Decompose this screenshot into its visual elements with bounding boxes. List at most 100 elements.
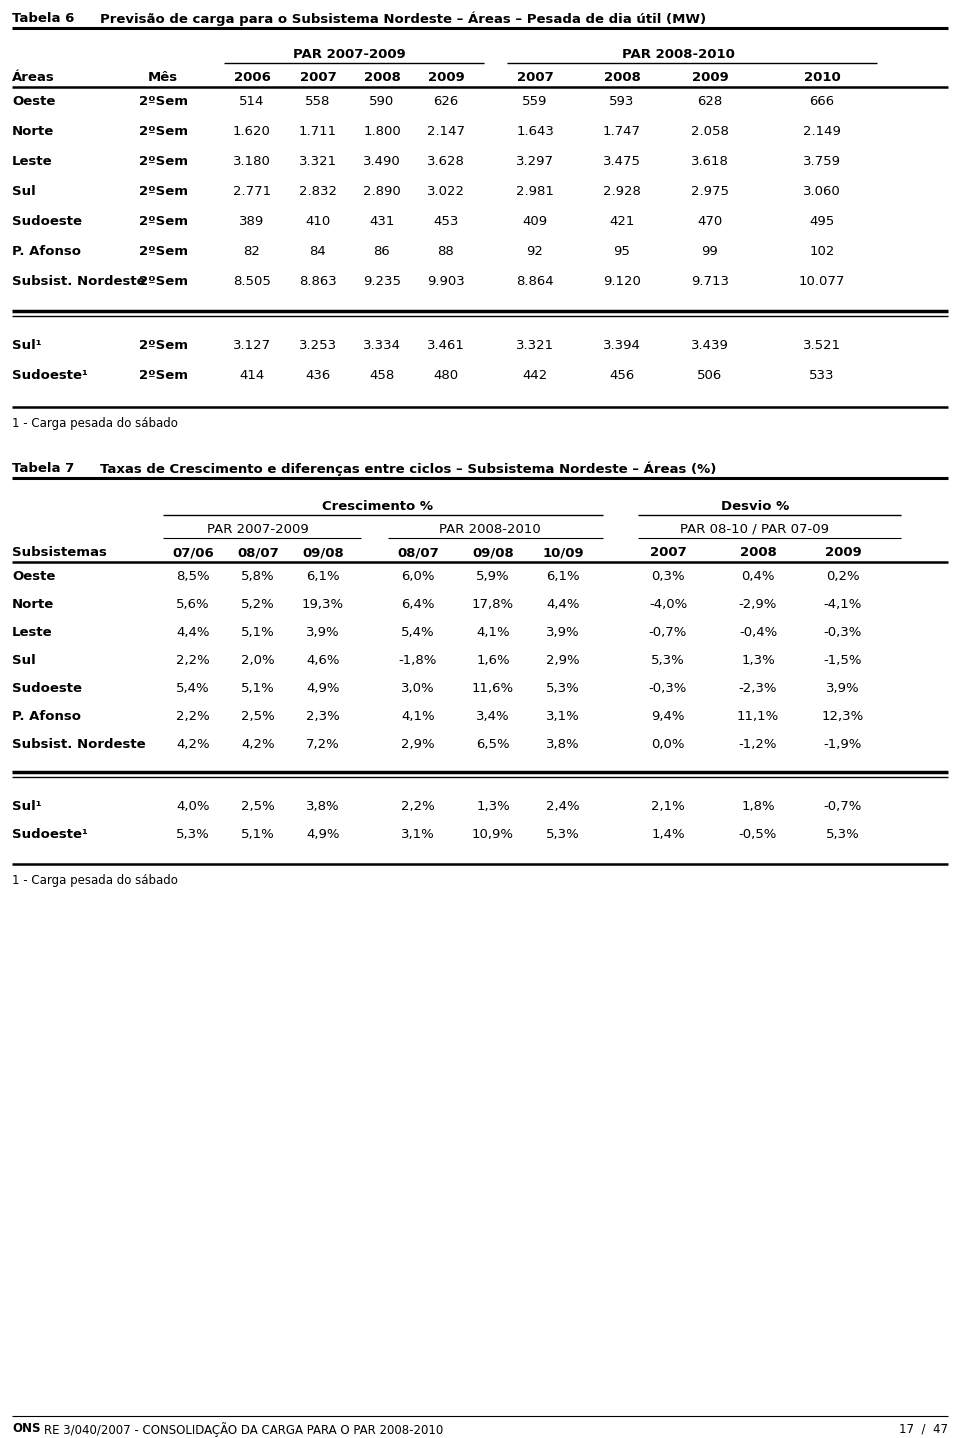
Text: 8.863: 8.863 (300, 275, 337, 288)
Text: 9,4%: 9,4% (651, 710, 684, 723)
Text: 4,4%: 4,4% (177, 626, 209, 638)
Text: 514: 514 (239, 95, 265, 108)
Text: -2,3%: -2,3% (739, 682, 778, 695)
Text: 628: 628 (697, 95, 723, 108)
Text: 4,1%: 4,1% (401, 710, 435, 723)
Text: 3.127: 3.127 (233, 339, 271, 352)
Text: 2,9%: 2,9% (401, 738, 435, 751)
Text: ONS: ONS (12, 1422, 40, 1435)
Text: 3.060: 3.060 (804, 186, 841, 198)
Text: 533: 533 (809, 370, 835, 383)
Text: 86: 86 (373, 244, 391, 257)
Text: 9.713: 9.713 (691, 275, 729, 288)
Text: -1,8%: -1,8% (398, 654, 437, 667)
Text: 9.903: 9.903 (427, 275, 465, 288)
Text: Sudoeste¹: Sudoeste¹ (12, 828, 88, 841)
Text: Previsão de carga para o Subsistema Nordeste – Áreas – Pesada de dia útil (MW): Previsão de carga para o Subsistema Nord… (100, 12, 707, 26)
Text: 5,6%: 5,6% (177, 598, 210, 611)
Text: 12,3%: 12,3% (822, 710, 864, 723)
Text: -1,9%: -1,9% (824, 738, 862, 751)
Text: 5,4%: 5,4% (177, 682, 210, 695)
Text: -0,4%: -0,4% (739, 626, 778, 638)
Text: 2008: 2008 (604, 70, 640, 83)
Text: 95: 95 (613, 244, 631, 257)
Text: 436: 436 (305, 370, 330, 383)
Text: 590: 590 (370, 95, 395, 108)
Text: 10,9%: 10,9% (472, 828, 514, 841)
Text: -0,7%: -0,7% (649, 626, 687, 638)
Text: 6,0%: 6,0% (401, 569, 435, 582)
Text: 09/08: 09/08 (302, 546, 344, 559)
Text: 4,9%: 4,9% (306, 682, 340, 695)
Text: 5,1%: 5,1% (241, 626, 275, 638)
Text: Leste: Leste (12, 155, 53, 168)
Text: 458: 458 (370, 370, 395, 383)
Text: 5,3%: 5,3% (546, 828, 580, 841)
Text: 2.981: 2.981 (516, 186, 554, 198)
Text: Mês: Mês (148, 70, 178, 83)
Text: Oeste: Oeste (12, 569, 56, 582)
Text: 1,4%: 1,4% (651, 828, 684, 841)
Text: 2.928: 2.928 (603, 186, 641, 198)
Text: -4,1%: -4,1% (824, 598, 862, 611)
Text: 0,4%: 0,4% (741, 569, 775, 582)
Text: 82: 82 (244, 244, 260, 257)
Text: 1,3%: 1,3% (741, 654, 775, 667)
Text: 102: 102 (809, 244, 834, 257)
Text: 5,3%: 5,3% (651, 654, 684, 667)
Text: 2009: 2009 (691, 70, 729, 83)
Text: Sudoeste¹: Sudoeste¹ (12, 370, 88, 383)
Text: -0,3%: -0,3% (824, 626, 862, 638)
Text: 421: 421 (610, 216, 635, 229)
Text: Norte: Norte (12, 125, 55, 138)
Text: 10.077: 10.077 (799, 275, 845, 288)
Text: -0,5%: -0,5% (739, 828, 778, 841)
Text: 666: 666 (809, 95, 834, 108)
Text: 456: 456 (610, 370, 635, 383)
Text: 2,3%: 2,3% (306, 710, 340, 723)
Text: 410: 410 (305, 216, 330, 229)
Text: -4,0%: -4,0% (649, 598, 687, 611)
Text: 3,9%: 3,9% (546, 626, 580, 638)
Text: 2007: 2007 (516, 70, 553, 83)
Text: 5,3%: 5,3% (176, 828, 210, 841)
Text: 4,6%: 4,6% (306, 654, 340, 667)
Text: 9.235: 9.235 (363, 275, 401, 288)
Text: 2,4%: 2,4% (546, 800, 580, 812)
Text: 17,8%: 17,8% (472, 598, 514, 611)
Text: 2010: 2010 (804, 70, 840, 83)
Text: 480: 480 (433, 370, 459, 383)
Text: 17  /  47: 17 / 47 (899, 1422, 948, 1435)
Text: 2008: 2008 (739, 546, 777, 559)
Text: 1.800: 1.800 (363, 125, 401, 138)
Text: 1 - Carga pesada do sábado: 1 - Carga pesada do sábado (12, 874, 178, 887)
Text: 2ºSem: 2ºSem (138, 370, 187, 383)
Text: 2009: 2009 (825, 546, 861, 559)
Text: Norte: Norte (12, 598, 55, 611)
Text: 6,5%: 6,5% (476, 738, 510, 751)
Text: 495: 495 (809, 216, 834, 229)
Text: 4,2%: 4,2% (241, 738, 275, 751)
Text: Sul: Sul (12, 654, 36, 667)
Text: PAR 08-10 / PAR 07-09: PAR 08-10 / PAR 07-09 (681, 523, 829, 536)
Text: -0,3%: -0,3% (649, 682, 687, 695)
Text: 19,3%: 19,3% (302, 598, 344, 611)
Text: 2.975: 2.975 (691, 186, 729, 198)
Text: 5,1%: 5,1% (241, 682, 275, 695)
Text: 2007: 2007 (300, 70, 336, 83)
Text: Desvio %: Desvio % (721, 500, 789, 513)
Text: 99: 99 (702, 244, 718, 257)
Text: 559: 559 (522, 95, 548, 108)
Text: 3,8%: 3,8% (546, 738, 580, 751)
Text: 2ºSem: 2ºSem (138, 244, 187, 257)
Text: 453: 453 (433, 216, 459, 229)
Text: 10/09: 10/09 (542, 546, 584, 559)
Text: 3,1%: 3,1% (546, 710, 580, 723)
Text: 626: 626 (433, 95, 459, 108)
Text: 11,1%: 11,1% (737, 710, 780, 723)
Text: 1.643: 1.643 (516, 125, 554, 138)
Text: Oeste: Oeste (12, 95, 56, 108)
Text: PAR 2008-2010: PAR 2008-2010 (621, 47, 734, 60)
Text: Sudoeste: Sudoeste (12, 216, 82, 229)
Text: 2006: 2006 (233, 70, 271, 83)
